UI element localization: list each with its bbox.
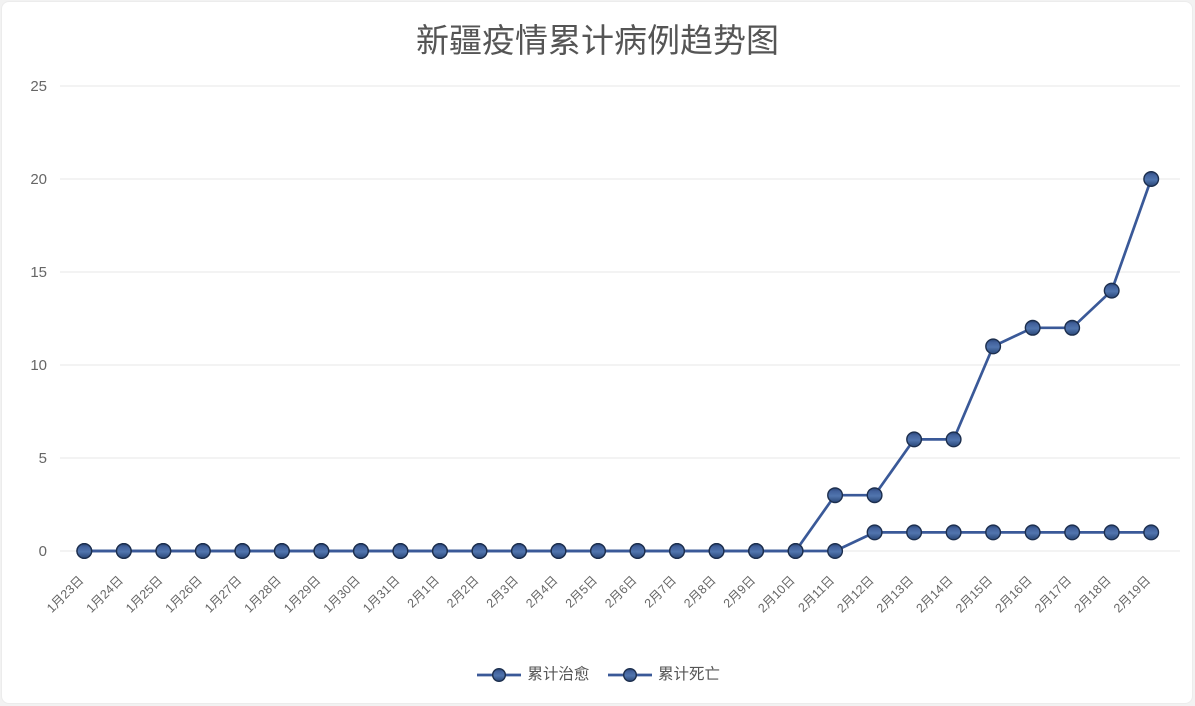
svg-text:2月11日: 2月11日: [796, 573, 838, 615]
svg-text:2月13日: 2月13日: [874, 573, 916, 615]
svg-text:2月8日: 2月8日: [681, 573, 718, 610]
svg-text:2月16日: 2月16日: [992, 573, 1034, 615]
svg-text:25: 25: [30, 78, 47, 95]
svg-text:1月29日: 1月29日: [281, 573, 323, 615]
svg-text:0: 0: [39, 543, 47, 560]
svg-text:2月10日: 2月10日: [755, 573, 797, 615]
svg-text:5: 5: [39, 450, 47, 467]
svg-text:2月12日: 2月12日: [834, 573, 876, 615]
svg-text:2月18日: 2月18日: [1071, 573, 1113, 615]
svg-text:1月31日: 1月31日: [360, 573, 402, 615]
svg-text:2月17日: 2月17日: [1032, 573, 1074, 615]
svg-text:2月14日: 2月14日: [913, 573, 955, 615]
svg-text:1月28日: 1月28日: [242, 573, 284, 615]
svg-text:1月30日: 1月30日: [321, 573, 363, 615]
svg-text:2月7日: 2月7日: [642, 573, 679, 610]
svg-text:20: 20: [30, 171, 47, 188]
svg-text:2月2日: 2月2日: [444, 573, 481, 610]
svg-text:2月3日: 2月3日: [484, 573, 521, 610]
svg-text:2月4日: 2月4日: [523, 573, 560, 610]
svg-text:1月26日: 1月26日: [163, 573, 205, 615]
svg-text:1月23日: 1月23日: [44, 573, 86, 615]
svg-text:10: 10: [30, 357, 47, 374]
svg-text:2月19日: 2月19日: [1111, 573, 1153, 615]
svg-text:2月9日: 2月9日: [721, 573, 758, 610]
svg-text:1月25日: 1月25日: [123, 573, 165, 615]
svg-text:2月1日: 2月1日: [405, 573, 442, 610]
svg-text:15: 15: [30, 264, 47, 281]
svg-text:1月24日: 1月24日: [84, 573, 126, 615]
svg-text:2月6日: 2月6日: [602, 573, 639, 610]
svg-text:1月27日: 1月27日: [202, 573, 244, 615]
svg-text:2月15日: 2月15日: [953, 573, 995, 615]
svg-text:2月5日: 2月5日: [563, 573, 600, 610]
